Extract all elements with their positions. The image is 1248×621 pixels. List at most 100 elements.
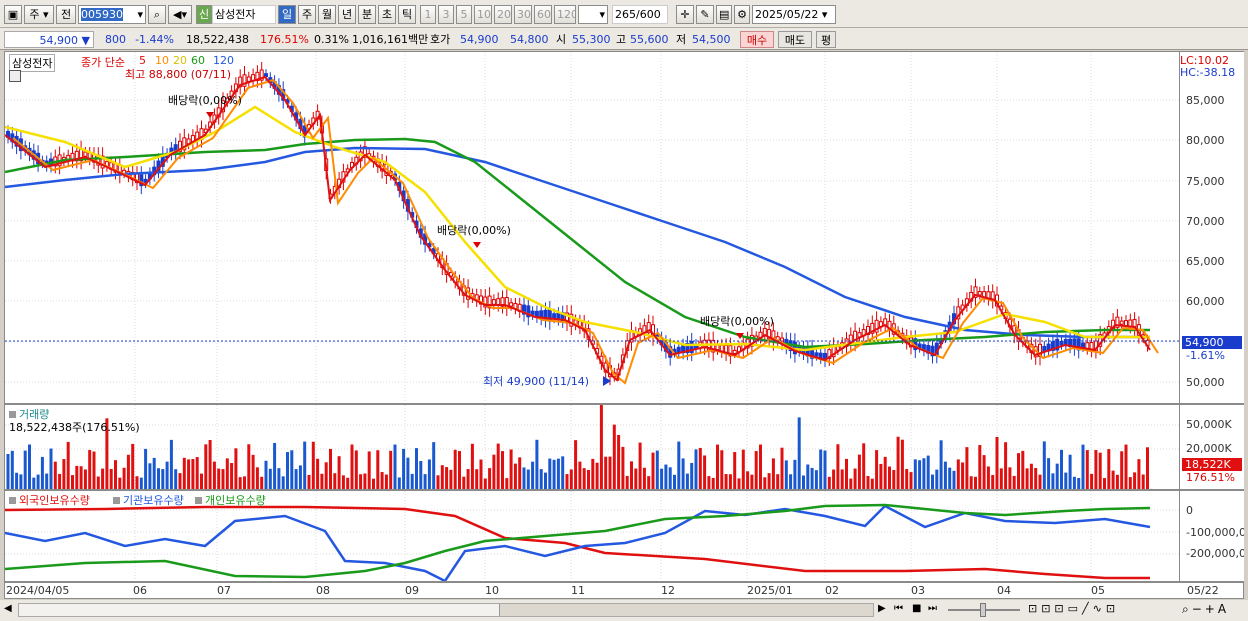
type-select[interactable]: 주 ▾ [24, 5, 54, 24]
candle-body [483, 296, 488, 308]
candle-body [973, 286, 978, 298]
volume-pct: 176.51% [260, 33, 309, 46]
volume-bar [58, 473, 62, 489]
candle-body [732, 349, 737, 354]
layout-icon[interactable]: ▣ [4, 5, 22, 24]
zoom-slider-handle[interactable] [980, 603, 986, 617]
volume-bar [40, 456, 44, 489]
prev-button[interactable]: 전 [56, 5, 76, 24]
holdings-chart[interactable]: 외국인보유수량 기관보유수량 개인보유수량 [4, 490, 1180, 582]
period-second-button[interactable]: 초 [378, 5, 396, 24]
stock-code-input[interactable]: 005930 ▾ [78, 5, 146, 24]
period-tick-button[interactable]: 틱 [398, 5, 416, 24]
ma-120: 120 [213, 54, 234, 67]
last-page-icon[interactable]: ⏭ [928, 603, 937, 614]
volume-bar [1012, 475, 1016, 489]
period-day-button[interactable]: 일 [278, 5, 296, 24]
volume-bar [677, 441, 681, 489]
volume-bar [217, 468, 221, 489]
volume-bar [445, 467, 449, 489]
date-05-22: 05/22 [1187, 584, 1219, 597]
ask-price-2: 54,800 [510, 33, 549, 46]
volume-bar [247, 444, 251, 489]
date-02: 02 [825, 584, 839, 597]
save-icon[interactable]: ▤ [716, 5, 732, 24]
legend-individual-box [195, 497, 202, 504]
volume-chart-svg [5, 405, 1179, 489]
interval-3-button[interactable]: 3 [438, 5, 454, 24]
gear-icon[interactable]: ⚙ [734, 5, 750, 24]
volume-bar [1141, 474, 1145, 489]
volume-bar [152, 457, 156, 489]
volume-bar [101, 468, 105, 489]
period-week-button[interactable]: 주 [298, 5, 316, 24]
y-tick-70000: 70,000 [1186, 215, 1225, 228]
eval-button[interactable]: 평 [816, 31, 836, 48]
sell-button[interactable]: 매도 [778, 31, 812, 48]
stop-icon[interactable]: ■ [912, 603, 922, 614]
volume-value-label: 18,522,438주(176.51%) [9, 421, 140, 434]
drawing-icon[interactable]: ✎ [696, 5, 714, 24]
volume-chart[interactable]: 거래량 18,522,438주(176.51%) [4, 404, 1180, 490]
y-tick-60000: 60,000 [1186, 295, 1225, 308]
open-price: 55,300 [572, 33, 611, 46]
volume-bar [36, 474, 40, 489]
scrollbar-thumb[interactable] [499, 604, 873, 616]
hold-tick-0: 0 [1186, 504, 1193, 517]
zoom-controls[interactable]: ⌕−+A [1182, 602, 1230, 616]
scroll-left-icon[interactable]: ◀ [4, 603, 12, 614]
volume-bar [956, 459, 960, 489]
volume-bar [1025, 468, 1029, 489]
candle-body [715, 344, 720, 351]
bar-count[interactable]: 265/600 [612, 5, 668, 24]
horizontal-scrollbar[interactable] [18, 603, 874, 617]
interval-120-button[interactable]: 120 [554, 5, 576, 24]
volume-bar [15, 472, 19, 489]
interval-5-button[interactable]: 5 [456, 5, 472, 24]
interval-custom-select[interactable]: ▾ [578, 5, 608, 24]
chart-settings-icon[interactable] [9, 70, 21, 82]
buy-button[interactable]: 매수 [740, 31, 774, 48]
date-input[interactable]: 2025/05/22 ▾ [752, 5, 836, 24]
interval-30-button[interactable]: 30 [514, 5, 532, 24]
hold-tick-100m: -100,000,0 [1186, 526, 1244, 539]
scroll-right-icon[interactable]: ▶ [878, 603, 886, 614]
candle-body [526, 305, 531, 318]
candle-body [238, 76, 243, 88]
volume-bar [71, 475, 74, 489]
interval-60-button[interactable]: 60 [534, 5, 552, 24]
volume-bar [290, 450, 294, 489]
chart-tool-icons[interactable]: ⊡⊡⊡▭╱∿⊡ [1028, 602, 1120, 615]
interval-1-button[interactable]: 1 [420, 5, 436, 24]
period-year-button[interactable]: 년 [338, 5, 356, 24]
volume-bar [771, 458, 775, 489]
ma-60: 60 [191, 54, 205, 67]
volume-bar [814, 470, 818, 489]
candle-body [1055, 338, 1060, 351]
candle-body [1059, 340, 1064, 346]
hold-tick-200m: -200,000,0 [1186, 547, 1244, 560]
candle-body [491, 299, 496, 305]
interval-20-button[interactable]: 20 [494, 5, 512, 24]
first-page-icon[interactable]: ⏮ [894, 603, 903, 614]
period-month-button[interactable]: 월 [318, 5, 336, 24]
volume-bar [303, 441, 307, 489]
legend-foreign: 외국인보유수량 [9, 492, 90, 508]
period-minute-button[interactable]: 분 [358, 5, 376, 24]
crosshair-icon[interactable]: ✛ [676, 5, 694, 24]
candle-body [362, 146, 367, 158]
stock-code-value: 005930 [81, 8, 123, 21]
speaker-icon[interactable]: ◀▾ [168, 5, 192, 24]
dividend-arrow-icon [473, 242, 481, 248]
volume-bar [1038, 474, 1042, 489]
volume-bar [655, 450, 659, 489]
volume-bar [939, 440, 943, 489]
price-chart[interactable]: 삼성전자 종가 단순 5 10 20 60 120 최고 88,800 (07/… [4, 51, 1180, 404]
search-icon[interactable]: ⌕ [148, 5, 166, 24]
date-06: 06 [133, 584, 147, 597]
volume-bar [544, 472, 547, 489]
candle-body [1119, 320, 1124, 325]
volume-bar [475, 469, 479, 489]
interval-10-button[interactable]: 10 [474, 5, 492, 24]
volume-bar [522, 467, 526, 489]
